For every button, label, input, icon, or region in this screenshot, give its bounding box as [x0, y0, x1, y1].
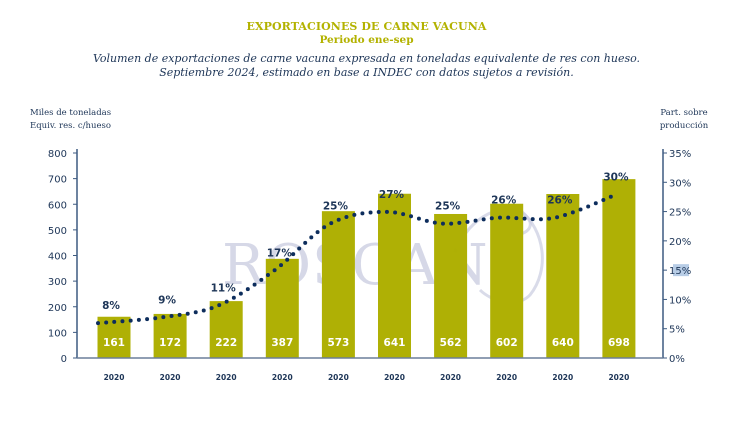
- share-percent-label: 27%: [379, 189, 405, 201]
- bar-value-label: 602: [496, 337, 518, 349]
- x-tick-label: 2020: [384, 373, 405, 382]
- bar: [209, 301, 243, 358]
- chart-title: EXPORTACIONES DE CARNE VACUNA: [246, 20, 487, 33]
- x-tick-label: 2020: [552, 373, 573, 382]
- bar: [546, 194, 580, 358]
- y-right-tick-label: 30%: [669, 178, 691, 189]
- bar-value-label: 222: [215, 337, 237, 349]
- share-percent-label: 25%: [435, 201, 461, 213]
- y-right-tick-label: 20%: [669, 237, 691, 248]
- bar-value-label: 562: [440, 337, 462, 349]
- bar-value-label: 641: [384, 337, 406, 349]
- bar-value-label: 161: [103, 337, 125, 349]
- y-left-tick-label: 600: [48, 200, 67, 211]
- y-axis-right-title-line-1: Part. sobre: [660, 108, 708, 118]
- x-tick-label: 2020: [104, 373, 125, 382]
- y-right-tick-label: 25%: [669, 208, 691, 219]
- y-right-tick-highlight: [673, 264, 689, 277]
- bar-value-label: 573: [327, 337, 349, 349]
- x-tick-label: 2020: [608, 373, 629, 382]
- data-labels: 161 172 222 387 573 641 562 602 640 698 8% 9% 11% 17%…: [102, 171, 630, 349]
- bar-value-label: 172: [159, 337, 181, 349]
- share-line: [96, 192, 619, 326]
- x-tick-label: 2020: [272, 373, 293, 382]
- y-left-tick-label: 200: [48, 303, 67, 314]
- x-tick-label: 2020: [216, 373, 237, 382]
- bar: [490, 203, 524, 358]
- y-right-tick-label: 10%: [669, 295, 691, 306]
- bar-value-label: 698: [608, 337, 630, 349]
- y-axis-right-title-line-2: producción: [659, 121, 709, 131]
- description-line-2: Septiembre 2024, estimado en base a INDE…: [159, 66, 574, 79]
- y-left-tick-label: 0: [61, 354, 67, 365]
- bar: [378, 193, 411, 358]
- y-left-tick-label: 300: [48, 277, 67, 288]
- share-percent-label: 26%: [547, 195, 573, 207]
- bar: [265, 258, 299, 358]
- y-axis-left-title: Miles de toneladas Equiv. res. c/hueso: [30, 107, 111, 133]
- y-right-tick-label: 35%: [669, 149, 691, 160]
- share-percent-label: 25%: [323, 201, 349, 213]
- bar: [434, 213, 468, 358]
- y-axis-left-title-line-2: Equiv. res. c/hueso: [30, 121, 111, 131]
- bar-value-label: 387: [271, 337, 293, 349]
- bar: [321, 211, 355, 358]
- bars: [97, 179, 636, 358]
- chart-description: Volumen de exportaciones de carne vacuna…: [0, 52, 733, 80]
- bar-value-label: 640: [552, 337, 574, 349]
- x-tick-label: 2020: [496, 373, 517, 382]
- share-percent-label: 8%: [102, 300, 120, 312]
- y-right-tick-label: 0%: [669, 354, 685, 365]
- description-line-1: Volumen de exportaciones de carne vacuna…: [92, 52, 641, 65]
- y-axis-right-title: Part. sobre producción: [655, 107, 713, 133]
- share-dotted-line: [96, 192, 619, 326]
- bar: [602, 179, 636, 358]
- y-left-tick-label: 500: [48, 226, 67, 237]
- x-tick-label: 2020: [160, 373, 181, 382]
- axes: 0 100 200 300 400 500 600 700 800 0% 5% 10% 15% 20% 25…: [48, 149, 691, 382]
- y-left-tick-label: 100: [48, 328, 67, 339]
- y-left-tick-label: 700: [48, 175, 67, 186]
- y-left-tick-label: 400: [48, 252, 67, 263]
- x-tick-label: 2020: [328, 373, 349, 382]
- share-percent-label: 17%: [267, 247, 293, 259]
- y-right-tick-label: 5%: [669, 325, 685, 336]
- y-right-tick-label: 15%: [669, 266, 691, 277]
- share-percent-label: 30%: [603, 171, 629, 183]
- x-tick-label: 2020: [440, 373, 461, 382]
- bar: [153, 313, 187, 358]
- y-axis-left-title-line-1: Miles de toneladas: [30, 108, 112, 118]
- y-left-tick-label: 800: [48, 149, 67, 160]
- share-percent-label: 26%: [491, 195, 517, 207]
- share-percent-label: 11%: [211, 283, 237, 295]
- chart-subtitle: Periodo ene-sep: [319, 34, 414, 46]
- share-percent-label: 9%: [158, 294, 176, 306]
